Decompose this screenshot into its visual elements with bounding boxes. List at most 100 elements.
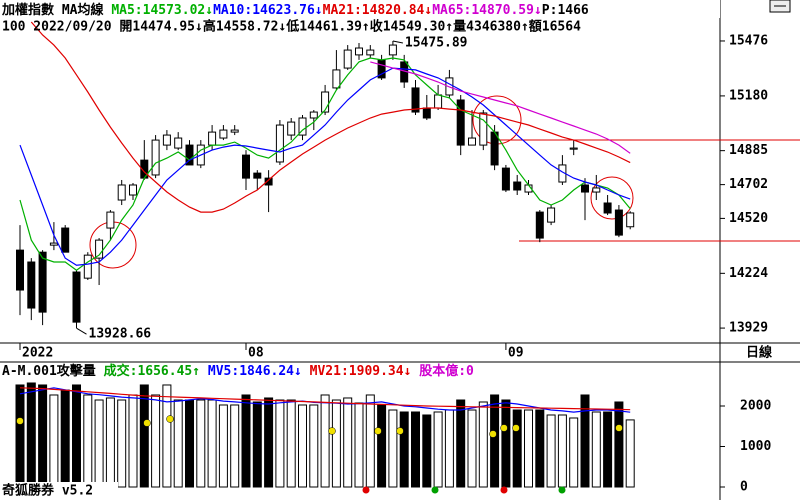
volume-bar — [422, 414, 432, 488]
candle-body — [83, 254, 92, 279]
volume-legend: A-M.001攻擊量 成交:1656.45↑ MV5:1846.24↓ MV21… — [2, 363, 474, 379]
candle-body — [38, 251, 47, 313]
chart-title: 加權指數 MA均線 — [1, 2, 104, 18]
footer: 奇狐勝券 v5.2 — [2, 483, 93, 499]
volume-bar — [309, 404, 319, 488]
volume-bar — [286, 399, 296, 488]
candle-body — [219, 129, 228, 139]
volume-bar — [207, 399, 217, 488]
signal-dot — [431, 486, 439, 494]
volume-bar — [343, 397, 353, 488]
candle-body — [95, 239, 104, 259]
volume-bar — [151, 394, 161, 488]
volume-bar — [83, 394, 93, 488]
y-tick-label: 15180 — [729, 88, 768, 103]
candle-body — [27, 261, 36, 309]
signal-dot — [166, 415, 174, 423]
volume-bar — [467, 409, 477, 488]
candle-body — [422, 107, 431, 119]
legend-entry: MV5:1846.24↓ — [208, 364, 302, 379]
volume-bar — [60, 389, 70, 488]
candle-body — [298, 117, 307, 136]
volume-bar — [49, 394, 59, 488]
spacer — [200, 364, 208, 379]
candle-body — [592, 187, 601, 193]
volume-bar — [603, 411, 613, 488]
candle-body — [208, 131, 217, 146]
candle-body — [264, 177, 273, 186]
volume-bar — [38, 384, 48, 488]
header-background — [0, 364, 560, 379]
candle-body — [626, 212, 635, 228]
legend-extra: P:1466 — [542, 3, 589, 18]
candle-body — [366, 49, 375, 56]
signal-dot — [396, 427, 404, 435]
candle-body — [569, 147, 578, 150]
candle-body — [129, 184, 137, 196]
candle-body — [479, 112, 488, 146]
volume-bar — [354, 402, 364, 488]
candle-body — [501, 167, 510, 191]
footer-background — [0, 482, 118, 500]
line-series — [19, 387, 631, 411]
volume-bar — [512, 409, 522, 488]
y-tick-label: 13929 — [729, 321, 768, 336]
signal-dot — [500, 424, 508, 432]
quote-line: 100 2022/09/20 開14474.95↓高14558.72↓低1446… — [2, 19, 581, 35]
annotation-leader — [392, 40, 403, 44]
candle-body — [72, 271, 81, 323]
candle-body — [151, 139, 160, 176]
volume-bar — [218, 404, 228, 488]
y-tick-label: 14224 — [729, 266, 768, 281]
candle-body — [456, 99, 465, 146]
candle-body — [162, 134, 171, 146]
legend-entry: MA21:14820.84↓ — [323, 3, 433, 18]
marks: 13929 14224 14520 14702 14885 15180 15476 2022 0… — [15, 21, 771, 495]
signal-dot — [558, 486, 566, 494]
volume-bar — [456, 399, 466, 488]
volume-bar — [26, 382, 36, 488]
volume-bar — [625, 419, 635, 488]
y-tick-label: 1000 — [740, 439, 771, 454]
spacer — [96, 364, 104, 379]
volume-bar — [15, 384, 25, 488]
annotation: 15475.89 — [405, 35, 468, 50]
candle-body — [388, 44, 397, 56]
volume-bar — [72, 384, 81, 488]
candle-body — [468, 137, 476, 146]
candle-body — [117, 184, 126, 201]
legend-entry: 成交:1656.45↑ — [104, 363, 200, 379]
header-background — [0, 0, 720, 18]
volume-bar — [241, 394, 251, 488]
signal-dot — [143, 419, 151, 427]
volume-bar — [444, 409, 454, 488]
volume-bar — [377, 404, 387, 488]
x-tick-label: 09 — [508, 346, 524, 361]
volume-bar — [173, 399, 183, 488]
period-label: 日線 — [746, 345, 773, 361]
line-series — [370, 61, 631, 154]
signal-dot — [512, 424, 520, 432]
y-tick-label: 15476 — [729, 33, 768, 48]
volume-bar — [275, 399, 285, 488]
line-series — [19, 67, 631, 266]
x-tick-label: 08 — [248, 346, 264, 361]
volume-bar — [252, 401, 262, 488]
volume-bar — [230, 404, 240, 488]
signal-dot — [328, 427, 336, 435]
line-series — [19, 57, 631, 271]
candle-body — [411, 87, 420, 113]
volume-bar — [546, 414, 556, 488]
volume-bar — [411, 411, 420, 488]
candle-body — [343, 49, 352, 69]
volume-bar — [298, 404, 307, 488]
spacer — [302, 364, 310, 379]
line-series — [30, 21, 631, 213]
y-tick-label: 14702 — [729, 177, 768, 192]
volume-bar — [388, 409, 398, 488]
volume-bar — [524, 409, 533, 488]
signal-dot — [615, 424, 623, 432]
candle-body — [614, 209, 623, 236]
panel-title: A-M.001攻擊量 — [2, 363, 96, 379]
